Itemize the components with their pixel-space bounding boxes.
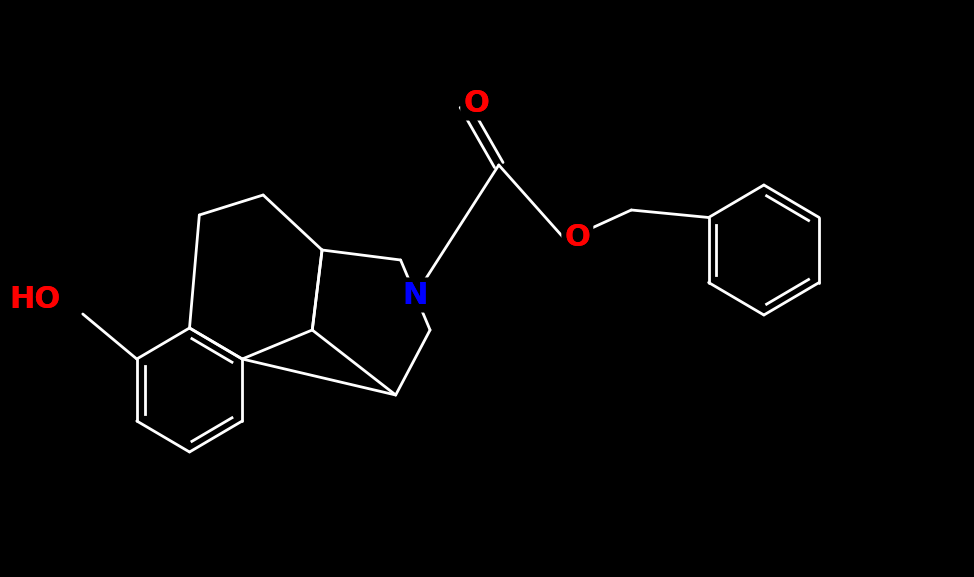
Text: O: O <box>464 88 489 118</box>
Text: N: N <box>402 280 428 309</box>
Text: N: N <box>402 280 428 309</box>
Text: HO: HO <box>9 284 60 313</box>
Text: O: O <box>464 88 489 118</box>
Text: O: O <box>564 223 590 253</box>
Text: HO: HO <box>9 284 60 313</box>
Text: O: O <box>564 223 590 253</box>
Text: O: O <box>564 223 590 253</box>
Text: HO: HO <box>9 284 60 313</box>
Text: N: N <box>402 280 428 309</box>
Text: O: O <box>464 88 489 118</box>
